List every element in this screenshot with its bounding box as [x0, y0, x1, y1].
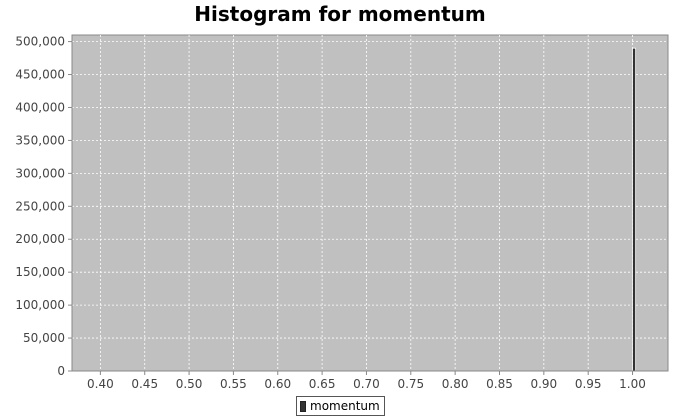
y-tick-label: 500,000 [15, 35, 65, 49]
x-tick-label: 0.95 [575, 377, 602, 391]
x-tick-label: 0.75 [397, 377, 424, 391]
x-tick-label: 0.85 [486, 377, 513, 391]
y-tick-label: 50,000 [23, 331, 65, 345]
legend-label-momentum: momentum [310, 399, 380, 413]
x-tick-label: 0.40 [87, 377, 114, 391]
histogram-bar [632, 47, 637, 372]
y-tick-label: 350,000 [15, 133, 65, 147]
y-tick-label: 400,000 [15, 100, 65, 114]
x-tick-label: 0.80 [442, 377, 469, 391]
x-tick-label: 0.60 [264, 377, 291, 391]
plot-area [71, 34, 669, 372]
y-tick-label: 250,000 [15, 199, 65, 213]
x-tick-labels: 0.40 0.45 0.50 0.55 0.60 0.65 0.70 0.75 0.80 0.85… [87, 377, 646, 391]
legend-swatch-momentum [300, 400, 306, 412]
axes [68, 35, 668, 375]
y-tick-label: 300,000 [15, 166, 65, 180]
y-tick-label: 150,000 [15, 265, 65, 279]
legend: momentum [296, 396, 385, 416]
x-tick-label: 0.50 [176, 377, 203, 391]
y-tick-label: 0 [57, 364, 65, 378]
x-tick-label: 0.90 [530, 377, 557, 391]
x-tick-label: 0.65 [309, 377, 336, 391]
x-tick-label: 0.55 [220, 377, 247, 391]
x-tick-label: 0.70 [353, 377, 380, 391]
y-tick-label: 450,000 [15, 68, 65, 82]
chart-title: Histogram for momentum [194, 2, 486, 26]
x-tick-label: 0.45 [131, 377, 158, 391]
y-tick-labels: 0 50,000 100,000 150,000 200,000 250,000 300,0… [15, 35, 65, 378]
histogram-bars [632, 47, 637, 372]
y-tick-label: 200,000 [15, 232, 65, 246]
y-tick-label: 100,000 [15, 298, 65, 312]
x-tick-label: 1.00 [619, 377, 646, 391]
